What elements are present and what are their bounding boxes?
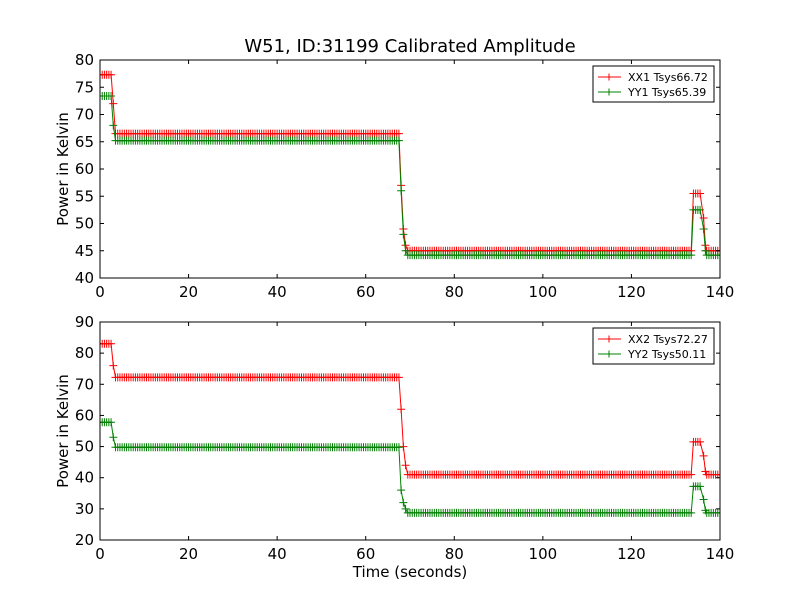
y-tick-label: 80 bbox=[75, 51, 94, 69]
data-point-marker bbox=[699, 224, 708, 233]
x-tick-label: 80 bbox=[445, 283, 464, 301]
data-point-marker bbox=[399, 498, 408, 507]
y-tick-label: 50 bbox=[75, 438, 94, 456]
data-point-marker bbox=[397, 486, 406, 495]
y-tick-label: 75 bbox=[75, 78, 94, 96]
data-point-marker bbox=[687, 508, 696, 517]
y-tick-label: 40 bbox=[75, 469, 94, 487]
data-point-marker bbox=[696, 437, 705, 446]
data-point-marker bbox=[401, 461, 410, 470]
data-point-marker bbox=[401, 504, 410, 513]
data-point-marker bbox=[109, 433, 118, 442]
x-tick-label: 80 bbox=[445, 545, 464, 563]
data-point-marker bbox=[401, 246, 410, 255]
data-point-marker bbox=[107, 91, 116, 100]
legend-marker bbox=[605, 350, 613, 358]
y-tick-label: 30 bbox=[75, 500, 94, 518]
y-tick-label: 40 bbox=[75, 269, 94, 287]
y-axis-label: Power in Kelvin bbox=[54, 374, 72, 488]
x-tick-label: 60 bbox=[356, 545, 375, 563]
x-tick-label: 120 bbox=[617, 283, 646, 301]
y-axis-label: Power in Kelvin bbox=[54, 112, 72, 226]
legend-frame bbox=[592, 65, 715, 103]
y-tick-label: 70 bbox=[75, 106, 94, 124]
data-point-marker bbox=[397, 186, 406, 195]
y-tick-label: 60 bbox=[75, 160, 94, 178]
data-point-marker bbox=[397, 405, 406, 414]
x-tick-label: 140 bbox=[706, 545, 735, 563]
y-tick-label: 45 bbox=[75, 242, 94, 260]
legend-label: XX2 Tsys72.27 bbox=[628, 333, 708, 346]
legend-marker bbox=[605, 88, 613, 96]
legend-label: XX1 Tsys66.72 bbox=[628, 71, 708, 84]
x-tick-label: 140 bbox=[706, 283, 735, 301]
data-point-marker bbox=[107, 418, 116, 427]
data-point-marker bbox=[699, 214, 708, 223]
legend-marker bbox=[605, 335, 613, 343]
x-tick-label: 60 bbox=[356, 283, 375, 301]
x-tick-label: 20 bbox=[179, 545, 198, 563]
data-point-marker bbox=[399, 230, 408, 239]
legend-frame bbox=[592, 327, 715, 365]
x-tick-label: 20 bbox=[179, 283, 198, 301]
y-tick-label: 60 bbox=[75, 406, 94, 424]
data-point-marker bbox=[716, 251, 720, 260]
data-point-marker bbox=[399, 442, 408, 451]
data-point-marker bbox=[107, 70, 116, 79]
y-tick-label: 65 bbox=[75, 133, 94, 151]
y-tick-label: 80 bbox=[75, 344, 94, 362]
data-point-marker bbox=[696, 189, 705, 198]
data-point-marker bbox=[701, 246, 710, 255]
x-tick-label: 40 bbox=[268, 283, 287, 301]
y-tick-label: 20 bbox=[75, 531, 94, 549]
chart-title: W51, ID:31199 Calibrated Amplitude bbox=[244, 36, 575, 57]
series-2-group bbox=[100, 91, 720, 260]
x-tick-label: 40 bbox=[268, 545, 287, 563]
x-tick-label: 0 bbox=[95, 545, 105, 563]
x-tick-label: 100 bbox=[529, 545, 558, 563]
y-tick-label: 70 bbox=[75, 375, 94, 393]
data-point-marker bbox=[394, 129, 403, 138]
series-2-group bbox=[100, 418, 720, 517]
data-point-marker bbox=[696, 482, 705, 491]
legend: XX1 Tsys66.72 YY1 Tsys65.39 bbox=[592, 65, 715, 103]
x-tick-label: 100 bbox=[529, 283, 558, 301]
y-tick-label: 55 bbox=[75, 187, 94, 205]
data-point-marker bbox=[696, 205, 705, 214]
x-tick-label: 0 bbox=[95, 283, 105, 301]
data-point-marker bbox=[394, 443, 403, 452]
top-subplot: 0 20 40 60 80 100 120 140 40 45 50 55 60 65 70 75 80 Powe… bbox=[54, 51, 734, 301]
y-tick-label: 50 bbox=[75, 215, 94, 233]
data-point-marker bbox=[107, 339, 116, 348]
data-point-marker bbox=[394, 373, 403, 382]
axes-frame bbox=[99, 321, 721, 541]
data-point-marker bbox=[109, 361, 118, 370]
series-1-group bbox=[100, 339, 720, 479]
legend: XX2 Tsys72.27 YY2 Tsys50.11 bbox=[592, 327, 715, 365]
data-point-marker bbox=[716, 470, 720, 479]
data-point-marker bbox=[687, 470, 696, 479]
data-point-marker bbox=[109, 99, 118, 108]
x-tick-label: 120 bbox=[617, 545, 646, 563]
data-point-marker bbox=[687, 251, 696, 260]
data-point-marker bbox=[716, 508, 720, 517]
data-point-marker bbox=[699, 495, 708, 504]
legend-marker bbox=[605, 73, 613, 81]
x-axis-label: Time (seconds) bbox=[352, 563, 468, 581]
legend-label: YY1 Tsys65.39 bbox=[627, 86, 706, 99]
data-point-marker bbox=[394, 136, 403, 145]
legend-label: YY2 Tsys50.11 bbox=[627, 348, 706, 361]
bottom-subplot: 0 20 40 60 80 100 120 1402030405060708090Power … bbox=[54, 313, 734, 563]
data-point-marker bbox=[109, 121, 118, 130]
data-point-marker bbox=[699, 451, 708, 460]
y-tick-label: 90 bbox=[75, 313, 94, 331]
